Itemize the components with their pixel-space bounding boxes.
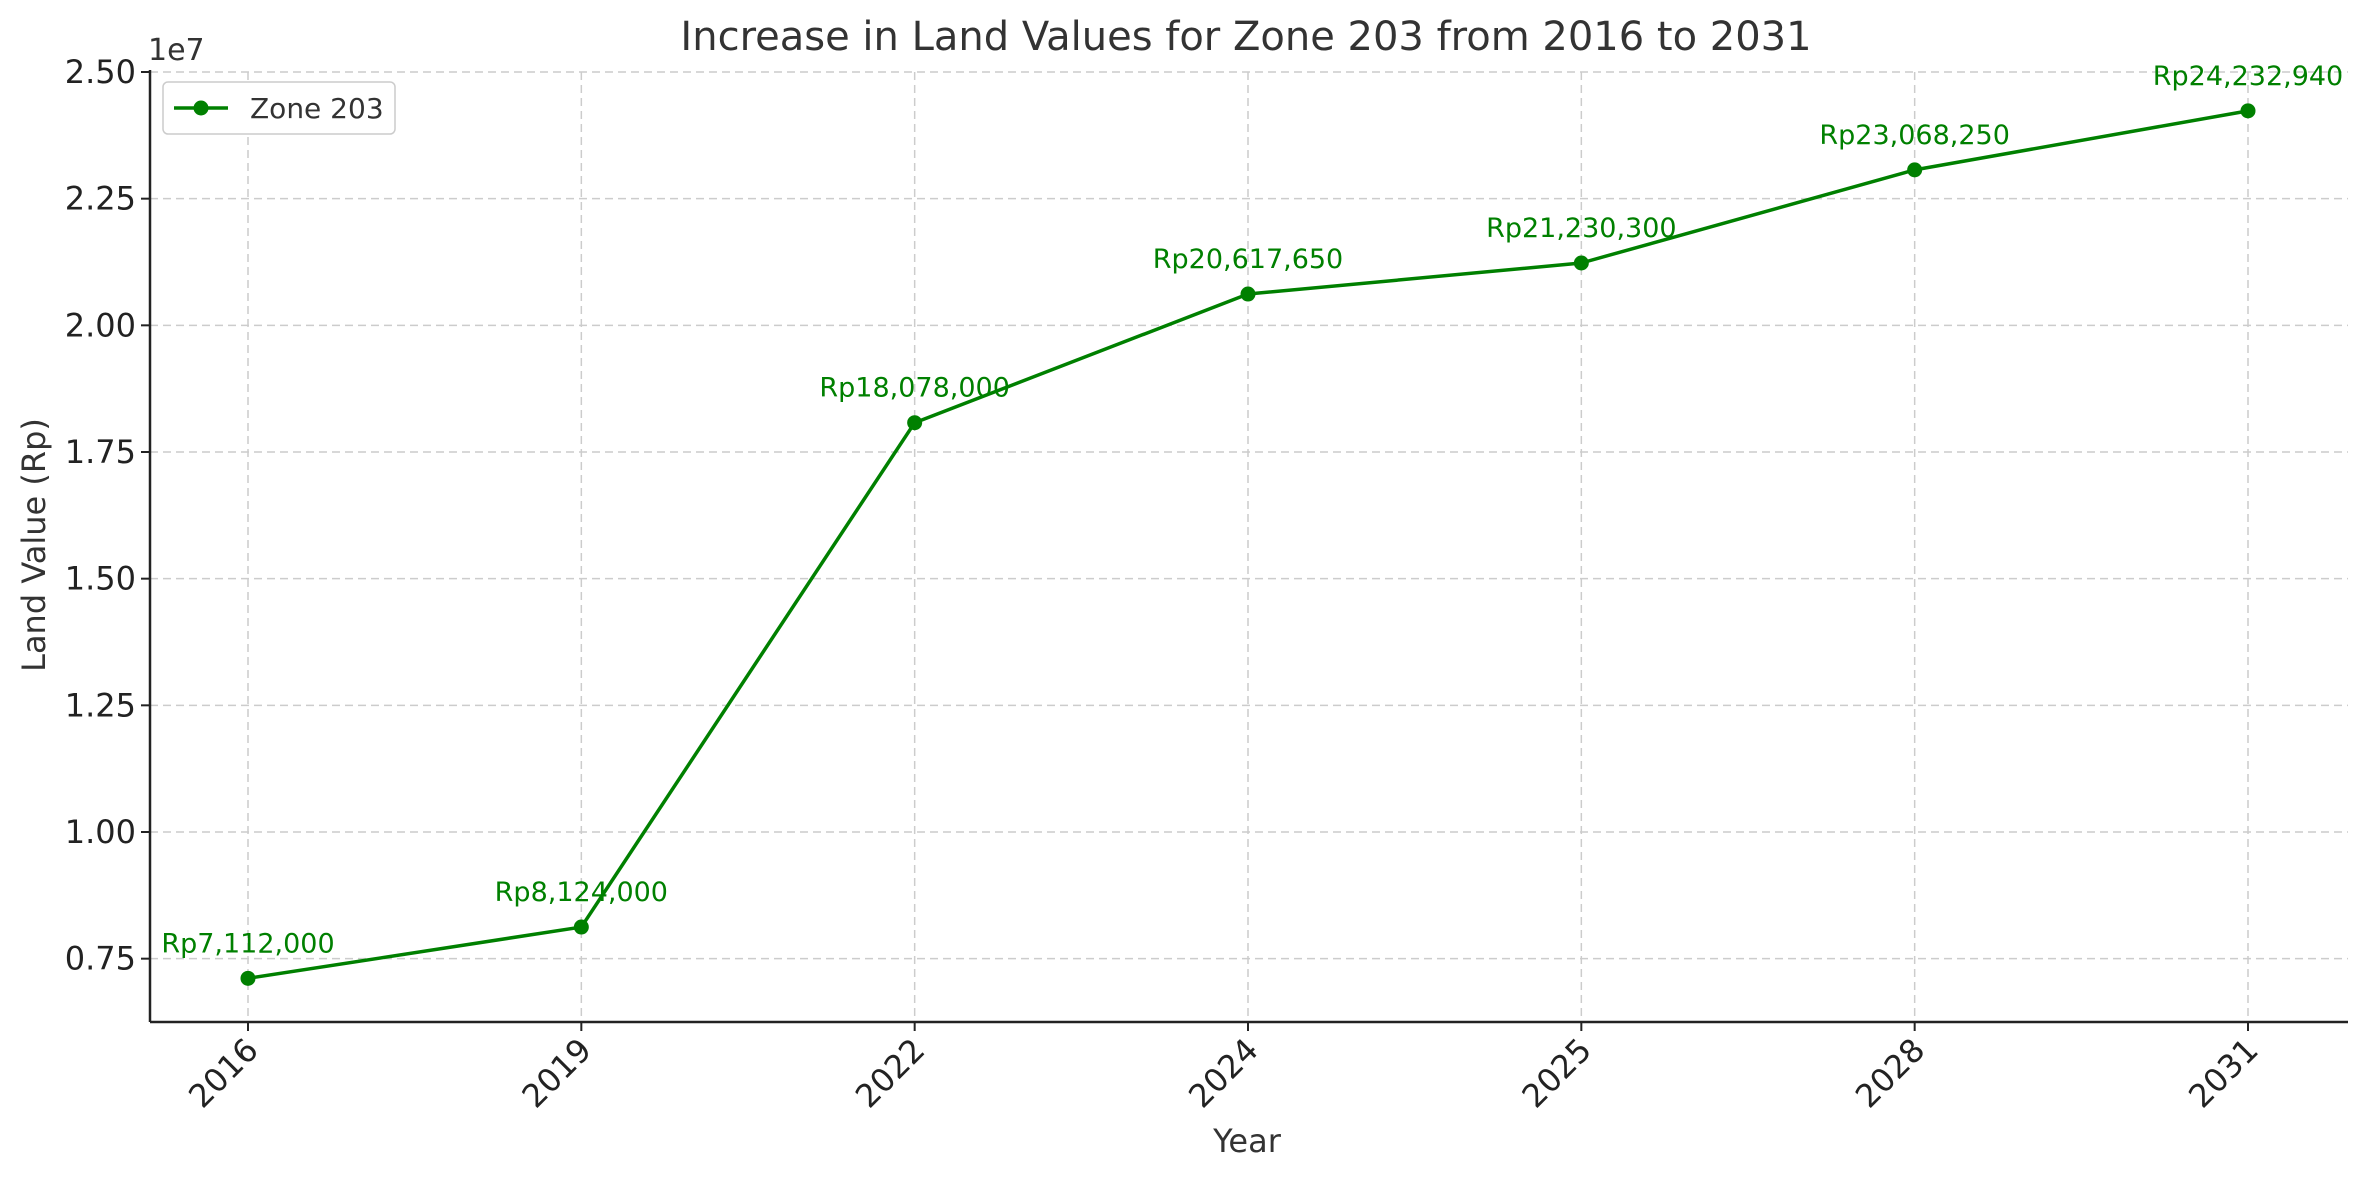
y-tick-label: 2.50 [65,53,136,91]
x-tick-label: 2031 [2181,1031,2265,1115]
y-tick-label: 1.75 [65,433,136,471]
y-tick-label: 0.75 [65,940,136,978]
legend-box [162,81,396,135]
data-point [2240,103,2256,119]
series-zone-203 [240,103,2256,986]
data-point [1907,162,1923,178]
data-label: Rp7,112,000 [161,928,334,959]
axes [141,70,2348,1031]
data-point [1573,255,1589,271]
data-point [1240,286,1256,302]
y-tick-label: 2.00 [65,306,136,344]
legend-entry-label: Zone 203 [250,92,384,125]
x-tick-label: 2028 [1848,1031,1932,1115]
y-axis-label: Land Value (Rp) [15,418,53,672]
x-tick-label: 2019 [515,1031,599,1115]
data-point [240,970,256,986]
y-tick-label: 1.25 [65,686,136,724]
x-axis-label: Year [1212,1122,1282,1160]
y-tick-label: 1.00 [65,813,136,851]
y-axis-offset-label: 1e7 [148,33,205,68]
grid [150,71,2348,1022]
data-label: Rp23,068,250 [1819,120,2010,151]
y-tick-label: 2.25 [65,180,136,218]
data-point [573,919,589,935]
data-label: Rp21,230,300 [1486,213,1677,244]
data-labels: Rp7,112,000 Rp8,124,000 Rp18,078,000 Rp20,6… [161,61,2343,959]
x-tick-label: 2022 [848,1031,932,1115]
data-point [907,415,923,431]
data-label: Rp18,078,000 [819,373,1010,404]
chart-title: Increase in Land Values for Zone 203 fro… [680,14,1811,60]
x-tick-label: 2025 [1515,1031,1599,1115]
legend: Zone 203 [162,81,396,135]
data-label: Rp8,124,000 [495,877,668,908]
legend-marker-swatch [193,100,209,116]
y-tick-label: 1.50 [65,560,136,598]
data-label: Rp20,617,650 [1153,244,1344,275]
x-tick-label: 2016 [181,1031,265,1115]
data-label: Rp24,232,940 [2153,61,2344,92]
x-tick-label: 2024 [1181,1031,1265,1115]
